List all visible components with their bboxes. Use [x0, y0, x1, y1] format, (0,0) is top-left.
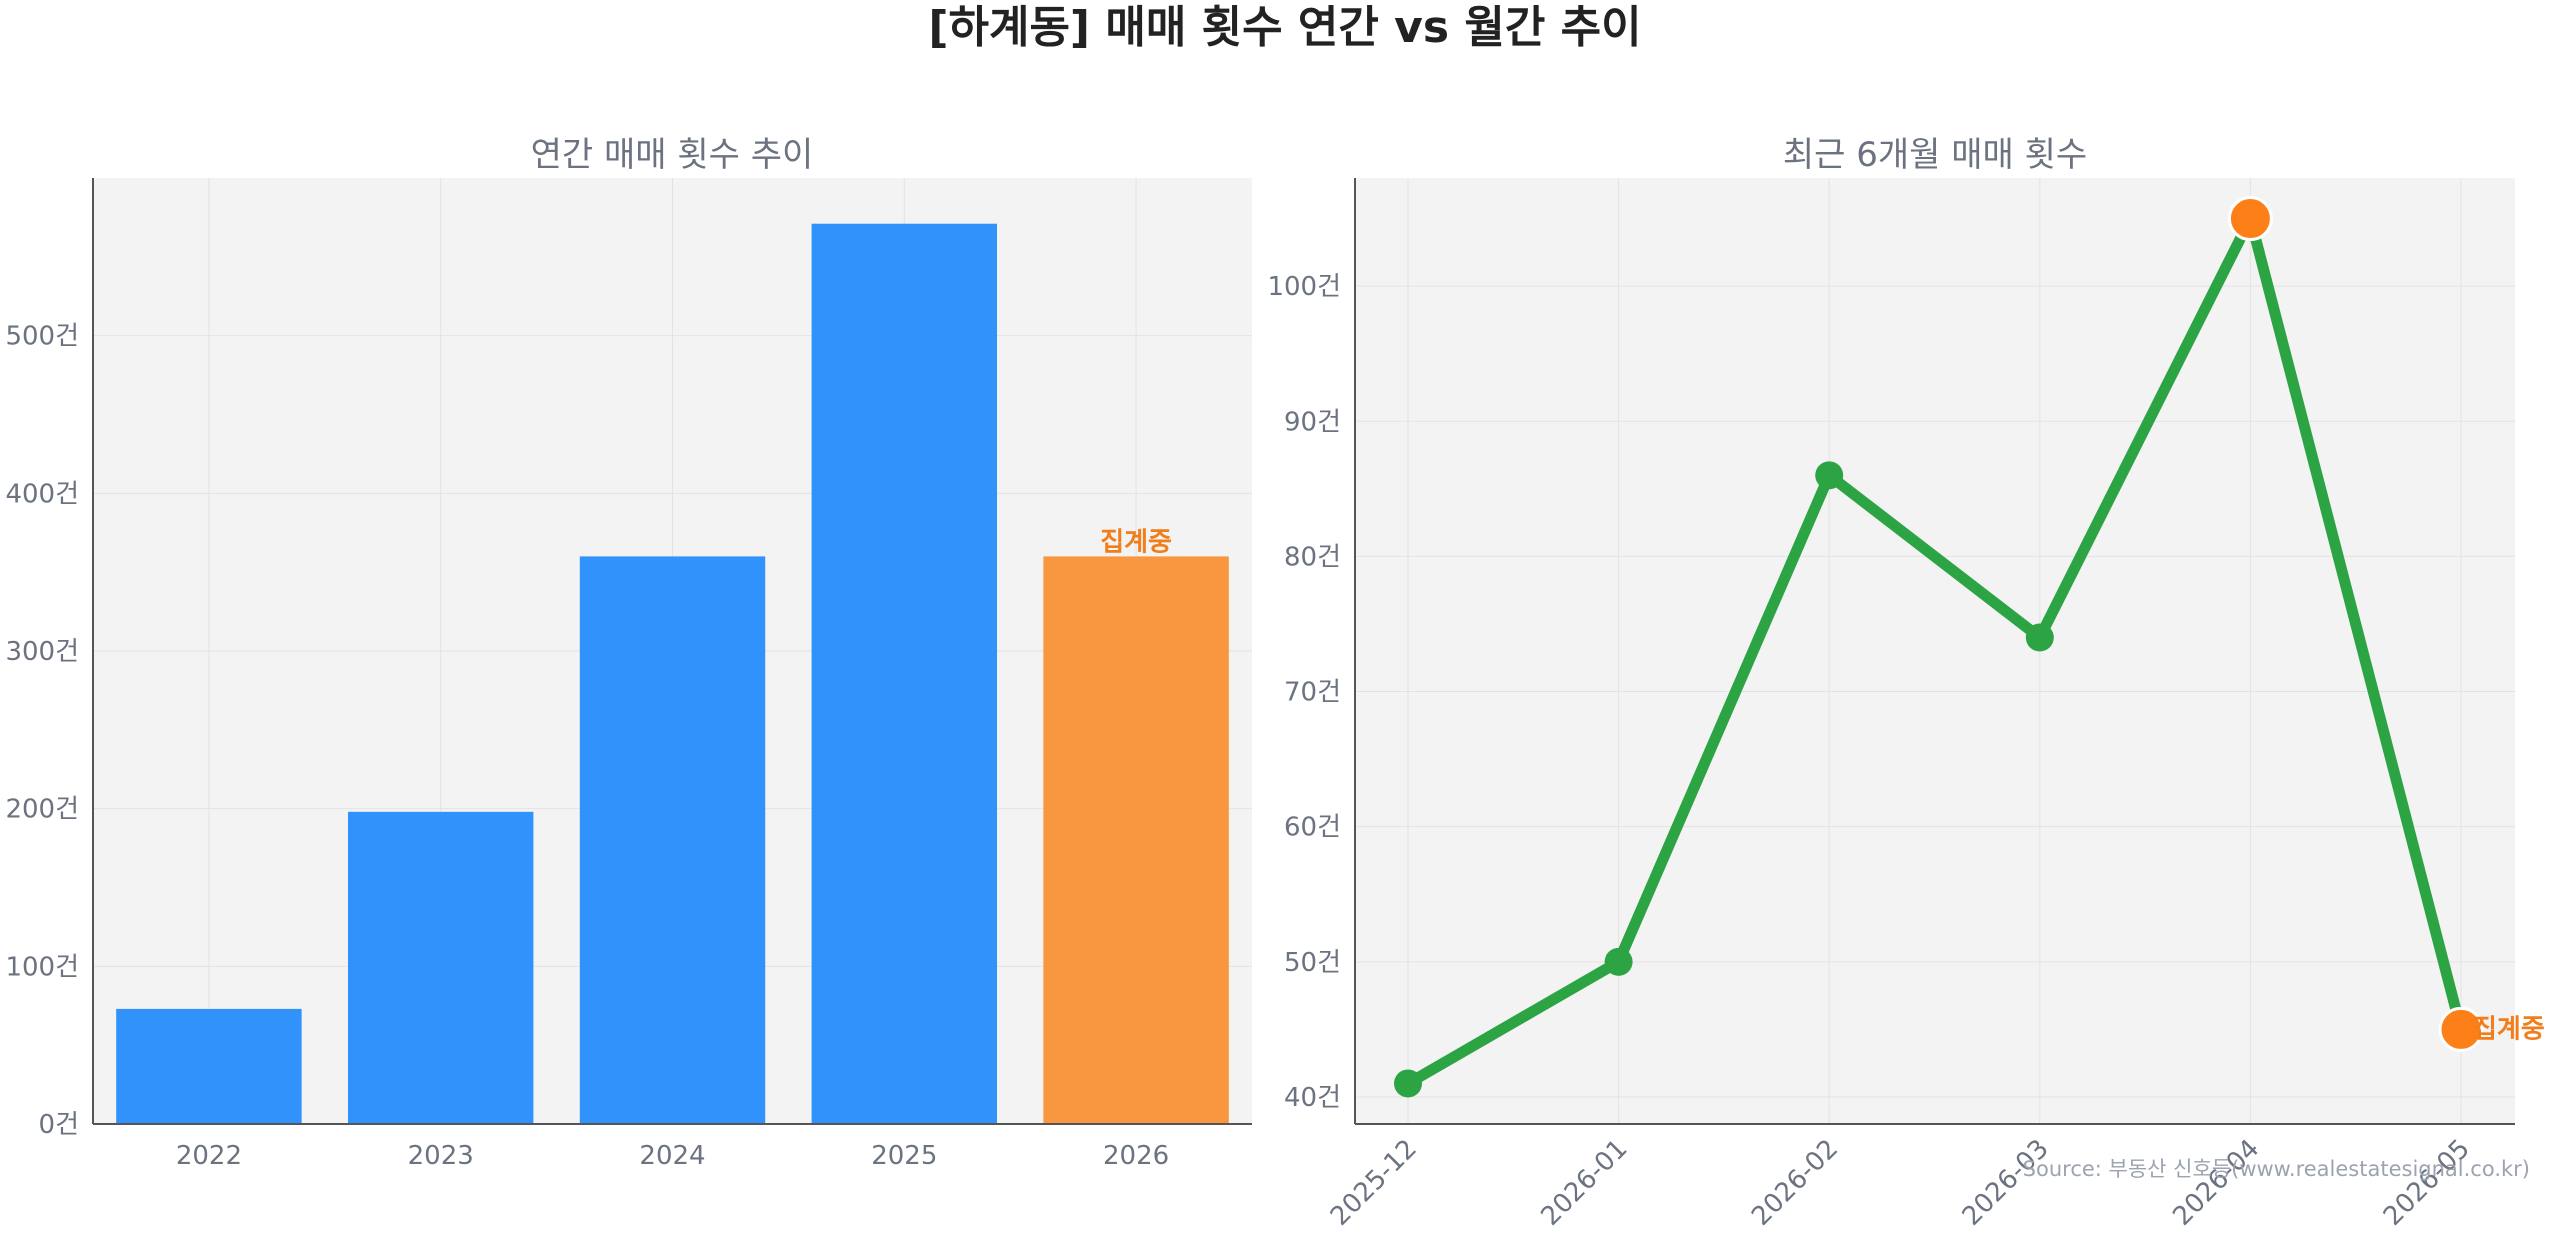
line-x-tick-label: 2026-03: [1957, 1134, 2055, 1232]
bar-2025: [811, 223, 998, 1124]
bar-x-tick-label: 2023: [408, 1141, 474, 1171]
line-point-2026-03: [2025, 623, 2054, 652]
bar-x-ticks: 2022 2023 2024 2025 2026: [176, 1141, 1169, 1171]
line-x-tick-label: 2026-02: [1746, 1134, 1844, 1232]
line-y-tick-label: 80건: [1284, 542, 1341, 572]
line-annotation: 집계중: [2473, 1014, 2545, 1044]
line-series: [1402, 213, 2467, 1089]
line-point-2026-04: [2227, 196, 2273, 242]
bar-x-tick-label: 2022: [176, 1141, 242, 1171]
bar-y-tick-label: 200건: [5, 795, 79, 825]
line-y-ticks: 40건 50건 60건 70건 80건 90건 100건: [1267, 272, 1341, 1113]
line-y-tick-label: 70건: [1284, 678, 1341, 708]
bar-y-tick-label: 300건: [5, 637, 79, 667]
line-y-tick-label: 50건: [1284, 948, 1341, 978]
bar-annotation: 집계중: [1100, 527, 1172, 557]
line-x-tick-label: 2026-04: [2167, 1134, 2265, 1232]
bar-2022: [116, 1008, 302, 1124]
line-plot-area: [1355, 178, 2515, 1124]
line-x-ticks: 2025-12 2026-01 2026-02 2026-03 2026-04 2026-…: [1325, 1134, 2476, 1232]
line-point-2025-12: [1394, 1069, 1422, 1098]
line-point-2026-02: [1815, 461, 1844, 490]
bar-2023: [347, 811, 534, 1124]
bar-x-tick-label: 2024: [639, 1141, 705, 1171]
bar-y-tick-label: 500건: [5, 322, 79, 352]
bar-y-tick-label: 100건: [5, 952, 79, 982]
bar-y-tick-label: 0건: [39, 1110, 79, 1140]
bar-marks: [116, 223, 1229, 1124]
line-y-tick-label: 60건: [1284, 813, 1341, 843]
source-note: Source: 부동산 신호등(www.realestatesignal.co.…: [2023, 1157, 2530, 1181]
bar-chart-title: 연간 매매 횟수 추이: [531, 135, 814, 175]
bar-x-tick-label: 2025: [871, 1141, 937, 1171]
line-y-tick-label: 90건: [1284, 407, 1341, 437]
bar-2026: [1043, 556, 1229, 1124]
bar-x-tick-label: 2026: [1103, 1141, 1169, 1171]
line-marks: [1394, 196, 2484, 1098]
bar-y-ticks: 0건 100건 200건 300건 400건 500건: [5, 322, 79, 1140]
line-point-2026-01: [1604, 947, 1633, 976]
bar-y-tick-label: 400건: [5, 479, 79, 509]
line-chart-title: 최근 6개월 매매 횟수: [1783, 135, 2087, 175]
line-y-tick-label: 100건: [1267, 272, 1341, 302]
line-grid: [1355, 178, 2515, 1124]
figure-title: [하계동] 매매 횟수 연간 vs 월간 추이: [928, 2, 1641, 53]
line-x-tick-label: 2026-01: [1536, 1134, 1634, 1232]
line-x-tick-label: 2026-05: [2378, 1134, 2476, 1232]
line-y-tick-label: 40건: [1284, 1083, 1341, 1113]
bar-2024: [579, 556, 766, 1124]
line-x-tick-label: 2025-12: [1325, 1134, 1423, 1232]
line-point-2026-05: [2438, 1006, 2484, 1052]
